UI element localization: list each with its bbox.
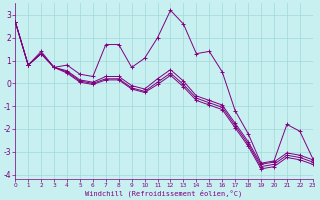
X-axis label: Windchill (Refroidissement éolien,°C): Windchill (Refroidissement éolien,°C) [85, 189, 243, 197]
